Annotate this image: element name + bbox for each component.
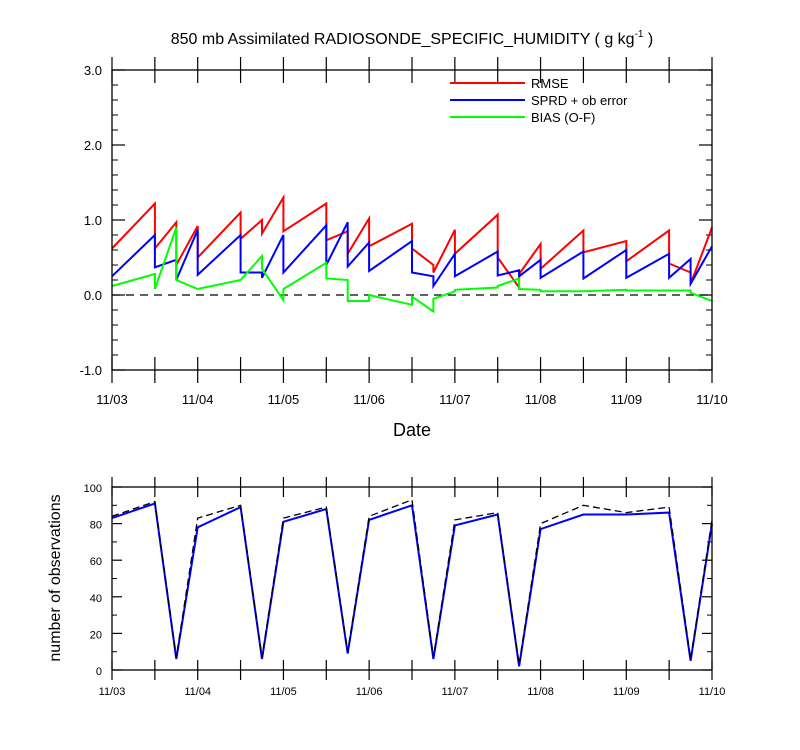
y-tick-label: 100 [84, 483, 102, 495]
series-line-bias-o-f [111, 227, 713, 314]
x-tick-label: 11/04 [182, 392, 214, 407]
x-tick-label: 11/08 [527, 686, 554, 698]
legend-label: BIAS (O-F) [531, 110, 595, 125]
y-tick-label: 2.0 [84, 138, 102, 153]
y-tick-label: 0.0 [84, 288, 102, 303]
x-tick-label: 11/03 [96, 392, 128, 407]
top-chart-title: 850 mb Assimilated RADIOSONDE_SPECIFIC_H… [171, 29, 654, 48]
bottom-x-tick-labels: 11/03 11/04 11/05 11/06 11/07 11/08 11/09 11/10 [99, 686, 726, 698]
bottom-plot-frame [111, 486, 713, 671]
x-tick-label: 11/09 [613, 686, 640, 698]
x-tick-label: 11/08 [525, 392, 557, 407]
x-tick-label: 11/06 [353, 392, 385, 407]
x-tick-label: 11/05 [268, 392, 300, 407]
x-tick-label: 11/05 [270, 686, 297, 698]
x-tick-label: 11/03 [99, 686, 126, 698]
legend-label: SPRD + ob error [531, 93, 628, 108]
series-line-obs-used [111, 502, 713, 667]
x-tick-label: 11/09 [610, 392, 642, 407]
top-plot-frame [111, 69, 713, 371]
x-tick-label: 11/07 [441, 686, 468, 698]
x-tick-label: 11/07 [439, 392, 471, 407]
top-y-tick-labels: -1.0 0.0 1.0 2.0 3.0 [80, 63, 102, 378]
top-series-lines [111, 193, 713, 314]
top-x-tick-labels: 11/03 11/04 11/05 11/06 11/07 11/08 11/09 11/10 [96, 392, 728, 407]
series-line-rmse [111, 193, 713, 291]
series-line-obs-possible [111, 498, 713, 665]
top-plot-area: -1.00.01.02.03.0 11/03 11/04 11/05 11/06 11/… [80, 57, 728, 407]
top-x-axis-title: Date [393, 420, 431, 440]
series-line-sprd-ob-error [111, 221, 713, 290]
bottom-series-lines [111, 498, 713, 667]
x-tick-label: 11/10 [696, 392, 728, 407]
y-tick-label: 80 [90, 520, 102, 532]
y-tick-label: 40 [90, 593, 102, 605]
x-tick-label: 11/04 [184, 686, 211, 698]
legend: RMSE SPRD + ob error BIAS (O-F) [450, 76, 628, 125]
bottom-y-tick-labels: 0 20 40 60 80 100 [84, 483, 102, 678]
y-tick-label: -1.0 [80, 363, 102, 378]
y-tick-label: 0 [96, 666, 102, 678]
legend-label: RMSE [531, 76, 569, 91]
y-tick-label: 3.0 [84, 63, 102, 78]
x-tick-label: 11/10 [699, 686, 726, 698]
y-tick-label: 20 [90, 629, 102, 641]
y-tick-label: 1.0 [84, 213, 102, 228]
x-tick-label: 11/06 [356, 686, 383, 698]
bottom-y-axis-title: number of observations [47, 494, 64, 661]
y-tick-label: 60 [90, 556, 102, 568]
